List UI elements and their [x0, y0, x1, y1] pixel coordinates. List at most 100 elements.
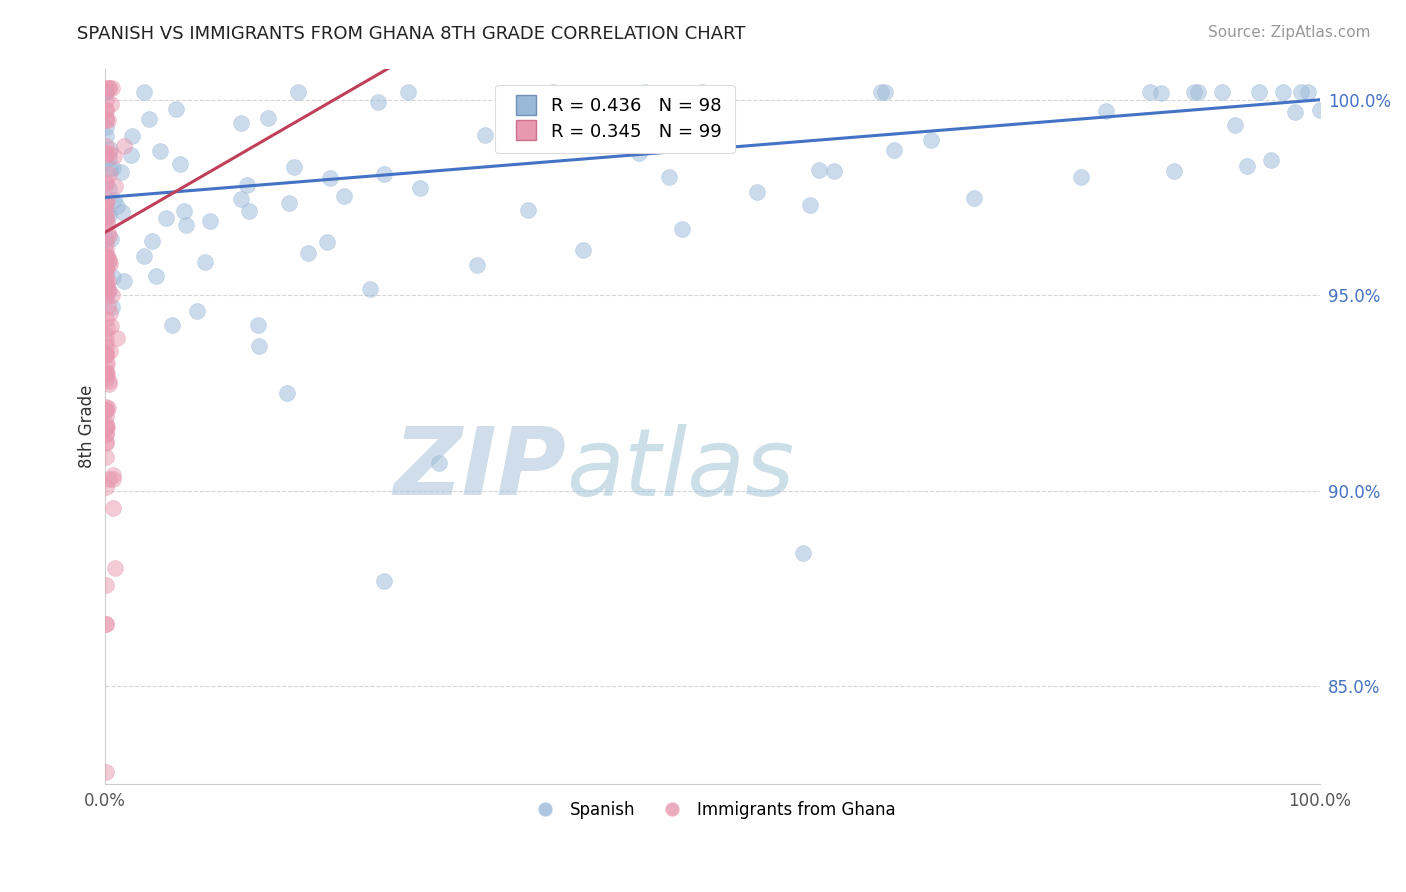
Point	[96, 192, 118, 206]
Point	[1296, 85, 1319, 99]
Point	[132, 85, 155, 99]
Point	[359, 282, 381, 296]
Point	[94, 252, 117, 267]
Point	[94, 128, 117, 143]
Point	[94, 112, 117, 126]
Point	[94, 260, 117, 275]
Point	[408, 180, 430, 194]
Point	[238, 204, 260, 219]
Point	[96, 346, 118, 360]
Point	[1260, 153, 1282, 167]
Point	[1139, 85, 1161, 99]
Point	[94, 195, 117, 210]
Point	[1187, 85, 1209, 99]
Point	[100, 81, 122, 95]
Point	[98, 374, 121, 388]
Point	[94, 334, 117, 349]
Point	[94, 400, 117, 414]
Point	[98, 306, 121, 320]
Point	[97, 226, 120, 240]
Point	[94, 450, 117, 464]
Legend: Spanish, Immigrants from Ghana: Spanish, Immigrants from Ghana	[522, 794, 903, 825]
Point	[236, 178, 259, 193]
Point	[1094, 103, 1116, 118]
Point	[98, 81, 121, 95]
Point	[97, 275, 120, 289]
Point	[287, 85, 309, 99]
Point	[101, 500, 124, 515]
Point	[101, 161, 124, 175]
Point	[96, 366, 118, 380]
Point	[1150, 86, 1173, 100]
Point	[97, 299, 120, 313]
Point	[194, 255, 217, 269]
Point	[94, 120, 117, 135]
Point	[98, 472, 121, 486]
Point	[94, 146, 117, 161]
Point	[574, 107, 596, 121]
Point	[101, 472, 124, 486]
Point	[94, 417, 117, 432]
Point	[658, 170, 681, 185]
Text: SPANISH VS IMMIGRANTS FROM GHANA 8TH GRADE CORRELATION CHART: SPANISH VS IMMIGRANTS FROM GHANA 8TH GRA…	[77, 25, 745, 43]
Point	[277, 195, 299, 210]
Point	[690, 85, 713, 99]
Point	[94, 617, 117, 632]
Point	[105, 331, 128, 345]
Point	[94, 103, 117, 117]
Point	[94, 175, 117, 189]
Point	[247, 339, 270, 353]
Point	[823, 163, 845, 178]
Point	[97, 255, 120, 269]
Point	[94, 426, 117, 441]
Text: ZIP: ZIP	[394, 423, 567, 515]
Point	[103, 468, 125, 483]
Point	[94, 312, 117, 326]
Point	[104, 179, 127, 194]
Point	[319, 171, 342, 186]
Point	[297, 246, 319, 260]
Point	[628, 146, 651, 161]
Point	[94, 277, 117, 292]
Point	[94, 211, 117, 225]
Point	[94, 277, 117, 292]
Point	[141, 234, 163, 248]
Point	[94, 93, 117, 107]
Point	[98, 208, 121, 222]
Point	[396, 85, 419, 99]
Point	[315, 235, 337, 249]
Point	[671, 222, 693, 236]
Point	[427, 456, 450, 470]
Point	[792, 546, 814, 560]
Point	[94, 147, 117, 161]
Point	[283, 160, 305, 174]
Point	[634, 85, 657, 99]
Point	[807, 162, 830, 177]
Point	[94, 577, 117, 591]
Point	[94, 421, 117, 435]
Point	[174, 218, 197, 232]
Point	[173, 204, 195, 219]
Point	[96, 265, 118, 279]
Point	[103, 149, 125, 163]
Point	[103, 194, 125, 208]
Y-axis label: 8th Grade: 8th Grade	[79, 384, 96, 467]
Point	[111, 205, 134, 219]
Point	[276, 385, 298, 400]
Point	[94, 339, 117, 353]
Point	[98, 151, 121, 165]
Point	[94, 281, 117, 295]
Point	[186, 303, 208, 318]
Point	[94, 232, 117, 246]
Point	[100, 319, 122, 334]
Point	[96, 250, 118, 264]
Point	[1284, 105, 1306, 120]
Point	[883, 144, 905, 158]
Point	[474, 128, 496, 143]
Point	[1291, 85, 1313, 99]
Point	[94, 419, 117, 434]
Point	[97, 112, 120, 127]
Point	[101, 300, 124, 314]
Point	[94, 194, 117, 209]
Point	[94, 365, 117, 379]
